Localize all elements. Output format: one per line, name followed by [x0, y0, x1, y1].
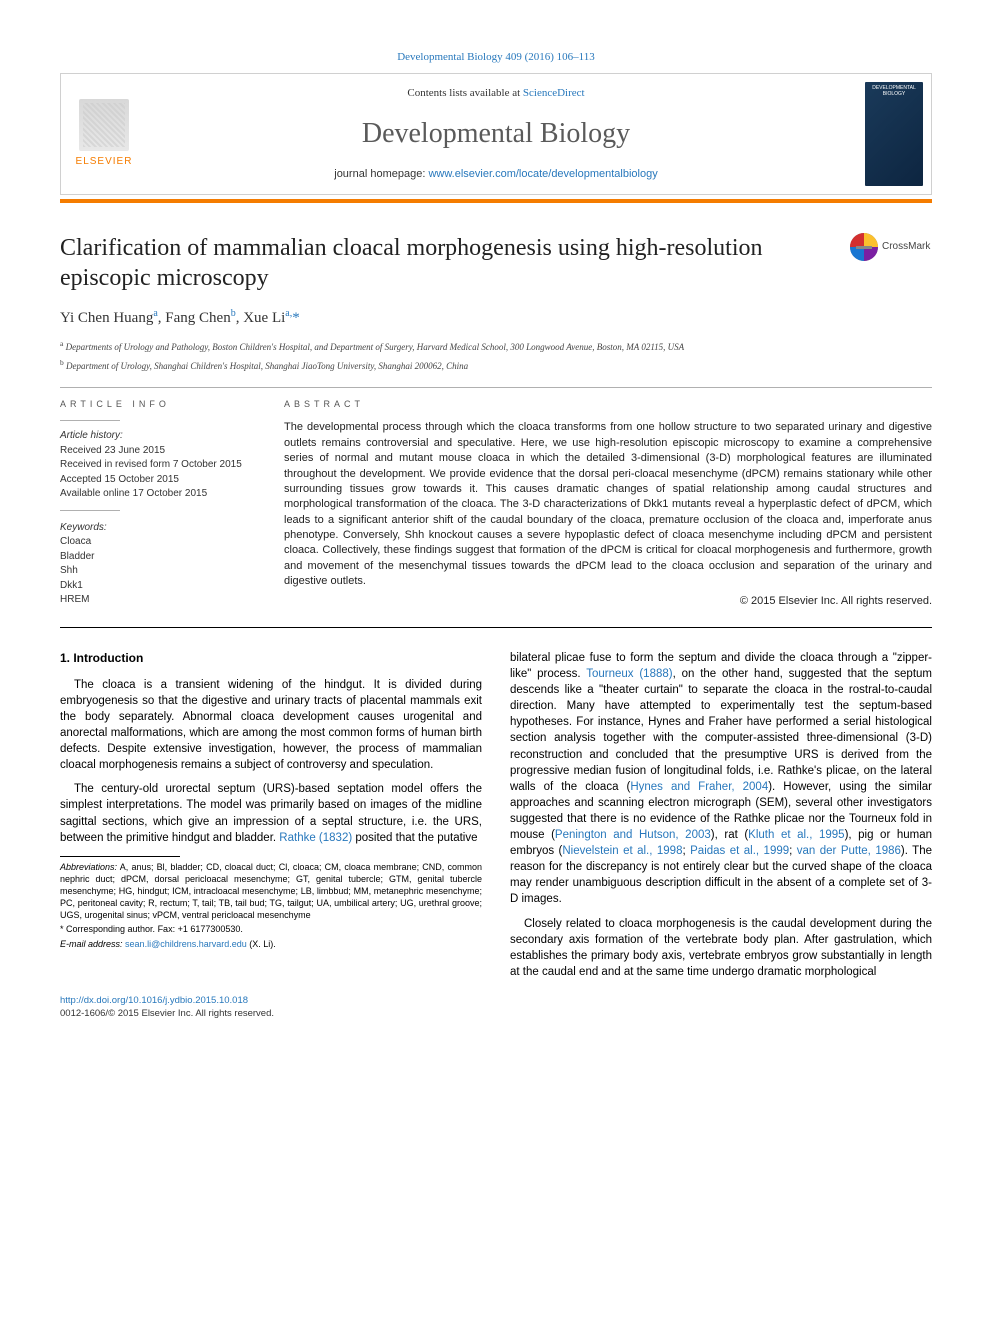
crossmark-badge[interactable]: CrossMark: [850, 233, 932, 261]
history-line: Received in revised form 7 October 2015: [60, 459, 242, 470]
running-head: Developmental Biology 409 (2016) 106–113: [60, 50, 932, 65]
footnote-rule: [60, 856, 180, 857]
doi-link[interactable]: http://dx.doi.org/10.1016/j.ydbio.2015.1…: [60, 995, 248, 1006]
corr-fax: +1 6177300530.: [178, 924, 243, 934]
keywords-block: Keywords: Cloaca Bladder Shh Dkk1 HREM: [60, 521, 260, 608]
homepage-link[interactable]: www.elsevier.com/locate/developmentalbio…: [428, 168, 657, 180]
citation-link[interactable]: Hynes and Fraher, 2004: [630, 781, 768, 793]
footnotes: Abbreviations: A, anus; Bl, bladder; CD,…: [60, 861, 482, 950]
text: ;: [682, 845, 690, 857]
journal-cover-title: DEVELOPMENTAL BIOLOGY: [865, 86, 923, 97]
history-line: Available online 17 October 2015: [60, 488, 207, 499]
abbrev-label: Abbreviations:: [60, 862, 117, 872]
abbrev-text: A, anus; Bl, bladder; CD, cloacal duct; …: [60, 862, 482, 921]
rule-full: [60, 627, 932, 628]
page-footer: http://dx.doi.org/10.1016/j.ydbio.2015.1…: [60, 994, 932, 1021]
crossmark-label: CrossMark: [882, 240, 930, 254]
rule: [60, 387, 932, 388]
keywords-intro: Keywords:: [60, 521, 260, 536]
citation-link[interactable]: Penington and Hutson, 2003: [555, 829, 711, 841]
section-heading: 1. Introduction: [60, 650, 482, 667]
text: , on the other hand, suggested that the …: [510, 668, 932, 793]
contents-prefix: Contents lists available at: [407, 87, 522, 99]
history-line: Received 23 June 2015: [60, 445, 165, 456]
history-intro: Article history:: [60, 430, 123, 441]
contents-line: Contents lists available at ScienceDirec…: [151, 86, 841, 101]
journal-cover-thumbnail: DEVELOPMENTAL BIOLOGY: [865, 82, 923, 186]
abstract-text: The developmental process through which …: [284, 420, 932, 589]
body-para: Closely related to cloaca morphogenesis …: [510, 916, 932, 980]
journal-header: ELSEVIER DEVELOPMENTAL BIOLOGY Contents …: [60, 73, 932, 195]
author-list: Yi Chen Huanga, Fang Chenb, Xue Lia,*: [60, 307, 832, 329]
publisher-name: ELSEVIER: [76, 155, 133, 169]
body-para: The cloaca is a transient widening of th…: [60, 677, 482, 774]
article-history: Article history: Received 23 June 2015 Re…: [60, 429, 260, 502]
citation-link[interactable]: Nievelstein et al., 1998: [562, 845, 682, 857]
email-who: (X. Li).: [247, 939, 276, 949]
article-title: Clarification of mammalian cloacal morph…: [60, 233, 832, 293]
issn-copyright: 0012-1606/© 2015 Elsevier Inc. All right…: [60, 1008, 274, 1019]
affiliation: b Department of Urology, Shanghai Childr…: [60, 358, 832, 373]
affiliation: a Departments of Urology and Pathology, …: [60, 339, 832, 354]
email-link[interactable]: sean.li@childrens.harvard.edu: [125, 939, 247, 949]
corresponding-footnote: * Corresponding author. Fax: +1 61773005…: [60, 923, 482, 935]
citation-link[interactable]: Kluth et al., 1995: [748, 829, 844, 841]
journal-title: Developmental Biology: [151, 114, 841, 153]
abstract-copyright: © 2015 Elsevier Inc. All rights reserved…: [284, 594, 932, 609]
text: ;: [789, 845, 797, 857]
body-para: The century-old urorectal septum (URS)-b…: [60, 781, 482, 845]
keyword: HREM: [60, 594, 89, 605]
article-info-label: ARTICLE INFO: [60, 398, 260, 411]
email-label: E-mail address:: [60, 939, 123, 949]
text: ), rat (: [711, 829, 748, 841]
accent-bar: [60, 199, 932, 203]
homepage-prefix: journal homepage:: [334, 168, 428, 180]
sciencedirect-link[interactable]: ScienceDirect: [523, 87, 585, 99]
abbreviations-footnote: Abbreviations: A, anus; Bl, bladder; CD,…: [60, 861, 482, 922]
email-footnote: E-mail address: sean.li@childrens.harvar…: [60, 938, 482, 950]
citation-link[interactable]: Rathke (1832): [279, 832, 352, 844]
crossmark-icon: [850, 233, 878, 261]
elsevier-tree-icon: [79, 99, 129, 151]
publisher-logo: ELSEVIER: [69, 82, 139, 186]
citation-link[interactable]: Tourneux (1888): [586, 668, 672, 680]
body-columns: 1. Introduction The cloaca is a transien…: [60, 650, 932, 980]
citation-link[interactable]: van der Putte, 1986: [797, 845, 901, 857]
keyword: Dkk1: [60, 580, 83, 591]
keyword: Bladder: [60, 551, 94, 562]
keyword: Cloaca: [60, 536, 91, 547]
keyword: Shh: [60, 565, 78, 576]
corr-label: * Corresponding author. Fax:: [60, 924, 178, 934]
body-para: bilateral plicae fuse to form the septum…: [510, 650, 932, 908]
rule: [60, 420, 120, 421]
homepage-line: journal homepage: www.elsevier.com/locat…: [151, 167, 841, 182]
history-line: Accepted 15 October 2015: [60, 474, 179, 485]
text: posited that the putative: [352, 832, 477, 844]
rule: [60, 510, 120, 511]
citation-link[interactable]: Paidas et al., 1999: [690, 845, 789, 857]
abstract-label: ABSTRACT: [284, 398, 932, 411]
